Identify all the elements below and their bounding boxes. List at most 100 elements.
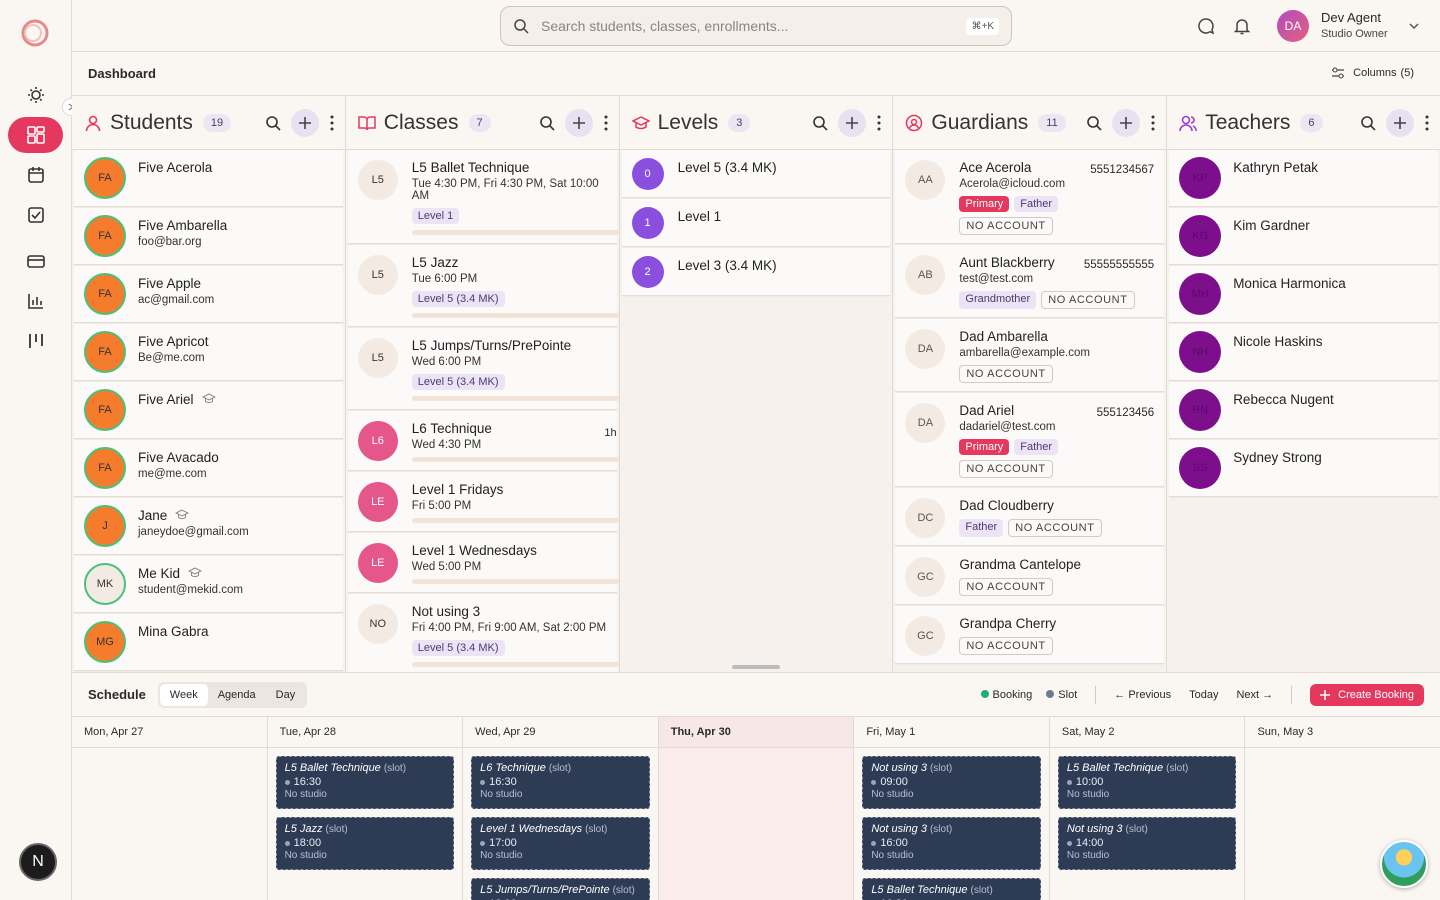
list-item[interactable]: MK Me Kid student@mekid.com	[74, 556, 343, 613]
list-item[interactable]: AB Aunt Blackberry test@test.com 5555555555…	[895, 245, 1165, 318]
list-item[interactable]: AA Ace Acerola Acerola@icloud.com 555123456…	[895, 150, 1165, 244]
event[interactable]: L5 Ballet Technique (slot) 10:00 No studio	[1057, 756, 1237, 809]
list-item[interactable]: J Jane janeydoe@gmail.com	[74, 498, 343, 555]
event-time: 17:00	[480, 837, 641, 849]
nav-dashboard[interactable]	[8, 117, 63, 153]
list-item[interactable]: L5 L5 Ballet Technique Tue 4:30 PM, Fri 4:…	[347, 150, 619, 244]
list-item[interactable]: RN Rebecca Nugent	[1169, 382, 1438, 439]
search-button[interactable]	[1360, 115, 1376, 131]
search-button[interactable]	[1086, 115, 1102, 131]
nav-tasks[interactable]	[20, 199, 52, 231]
search-box[interactable]: Search students, classes, enrollments...…	[500, 6, 1012, 46]
nav-calendar[interactable]	[20, 159, 52, 191]
item-name: Dad Ariel	[959, 403, 1015, 418]
list-item[interactable]: DA Dad Ariel dadariel@test.com 555123456 Pri…	[895, 393, 1165, 487]
more-button[interactable]	[876, 115, 882, 131]
item-name: Ace Acerola	[959, 160, 1032, 175]
view-option[interactable]: Day	[275, 688, 296, 701]
user-menu[interactable]: DA Dev Agent Studio Owner	[1277, 10, 1420, 42]
list-item[interactable]: FA Five Ariel	[74, 382, 343, 439]
avatar: FA	[84, 273, 126, 315]
search-button[interactable]	[265, 115, 281, 131]
search-button[interactable]	[812, 115, 828, 131]
columns-count: (5)	[1400, 67, 1414, 79]
item-name: Dad Ambarella	[959, 329, 1048, 344]
event-studio: No studio	[1066, 789, 1110, 800]
list-item[interactable]: GC Grandma Cantelope NO ACCOUNT	[895, 547, 1165, 605]
list-item[interactable]: 2 Level 3 (3.4 MK)	[621, 248, 891, 296]
list-item[interactable]: FA Five Apple ac@gmail.com	[74, 266, 343, 323]
event[interactable]: Not using 3 (slot) 14:00 No studio	[1057, 817, 1237, 870]
notifications-icon[interactable]	[1233, 17, 1251, 35]
avatar: FA	[84, 157, 126, 199]
event-title-row: L5 Jazz (slot)	[285, 823, 446, 835]
progress-bar	[411, 518, 619, 523]
bottom-avatar[interactable]: N	[19, 843, 57, 881]
more-button[interactable]	[329, 115, 335, 131]
add-button[interactable]	[564, 108, 593, 137]
search-button[interactable]	[539, 115, 555, 131]
add-button[interactable]	[1385, 108, 1414, 137]
list-item[interactable]: L5 L5 Jazz Tue 6:00 PM Level 5 (3.4 MK)	[347, 245, 619, 327]
avatar: RN	[1179, 389, 1222, 431]
add-button[interactable]	[1112, 108, 1141, 137]
nav-board[interactable]	[20, 325, 52, 357]
event[interactable]: Level 1 Wednesdays (slot) 17:00 No studio	[471, 817, 650, 870]
list-item[interactable]: LE Level 1 Wednesdays Wed 5:00 PM	[347, 533, 619, 593]
today-button[interactable]: Today	[1189, 688, 1219, 701]
list-item[interactable]: NH Nicole Haskins	[1169, 324, 1438, 381]
list-item[interactable]: FA Five Avacado me@me.com	[74, 440, 343, 497]
column-icon	[631, 115, 650, 129]
columns-button[interactable]: Columns (5)	[1331, 67, 1414, 79]
event[interactable]: L5 Jazz (slot) 18:00 No studio	[275, 817, 455, 870]
previous-button[interactable]: ← Previous	[1114, 688, 1172, 701]
list-item[interactable]: KG Kim Gardner	[1169, 208, 1438, 265]
list-item[interactable]: GC Grandpa Cherry NO ACCOUNT	[895, 606, 1165, 664]
list-item[interactable]: FA Five Acerola	[74, 150, 343, 207]
list-item[interactable]: SS Sydney Strong	[1169, 440, 1438, 497]
list-item[interactable]: DA Dad Ambarella ambarella@example.com NO A…	[895, 319, 1165, 392]
list-item[interactable]: KP Kathryn Petak	[1169, 150, 1438, 207]
list-item[interactable]: LE Level 1 Fridays Fri 5:00 PM	[347, 472, 619, 532]
view-option[interactable]: Agenda	[217, 688, 256, 701]
list-item[interactable]: FA Five Apricot Be@me.com	[74, 324, 343, 381]
event-kind: (slot)	[585, 824, 608, 835]
list-item[interactable]: MG Mina Gabra	[74, 614, 343, 671]
list-item[interactable]: L5 L5 Jumps/Turns/PrePointe Wed 6:00 PM Lev…	[347, 328, 619, 410]
column-count: 3	[728, 113, 751, 132]
event[interactable]: Not using 3 (slot) 09:00 No studio	[862, 756, 1041, 809]
nav-overview[interactable]	[20, 79, 52, 111]
event[interactable]: Not using 3 (slot) 16:00 No studio	[862, 817, 1041, 870]
assistant-button[interactable]	[1380, 840, 1428, 888]
item-name-row: Jane	[138, 508, 333, 523]
view-option[interactable]: Week	[159, 683, 208, 706]
student-icon	[175, 509, 190, 520]
more-button[interactable]	[603, 115, 609, 131]
nav-billing[interactable]	[20, 245, 52, 277]
resize-handle[interactable]	[732, 665, 780, 669]
list-item[interactable]: FA Five Ambarella foo@bar.org	[74, 208, 343, 265]
add-button[interactable]	[838, 108, 867, 137]
list-item[interactable]: 0 Level 5 (3.4 MK)	[621, 150, 891, 198]
create-booking-button[interactable]: Create Booking	[1310, 683, 1424, 706]
list-item[interactable]: 1 Level 1	[621, 199, 891, 247]
nav-reports[interactable]	[20, 285, 52, 317]
item-name: Kim Gardner	[1233, 218, 1310, 233]
list-item[interactable]: MH Monica Harmonica	[1169, 266, 1438, 323]
event-time: 18:00	[285, 837, 446, 849]
list-item[interactable]: DC Dad Cloudberry Father NO ACCOUNT	[895, 488, 1165, 546]
messages-icon[interactable]	[1197, 17, 1215, 35]
event[interactable]: L6 Technique (slot) 16:30 No studio	[471, 756, 650, 809]
add-button[interactable]	[290, 108, 319, 137]
more-button[interactable]	[1150, 115, 1156, 131]
next-button[interactable]: Next →	[1236, 688, 1274, 701]
item-name-row: Dad Cloudberry	[959, 498, 1154, 513]
more-button[interactable]	[1424, 115, 1430, 131]
legend-label: Booking	[992, 688, 1033, 701]
list-item[interactable]: L6 L6 Technique Wed 4:30 PM 1h	[347, 411, 619, 471]
list-item[interactable]: NO Not using 3 Fri 4:00 PM, Fri 9:00 AM, S…	[347, 594, 619, 672]
avatar: FA	[84, 215, 126, 257]
